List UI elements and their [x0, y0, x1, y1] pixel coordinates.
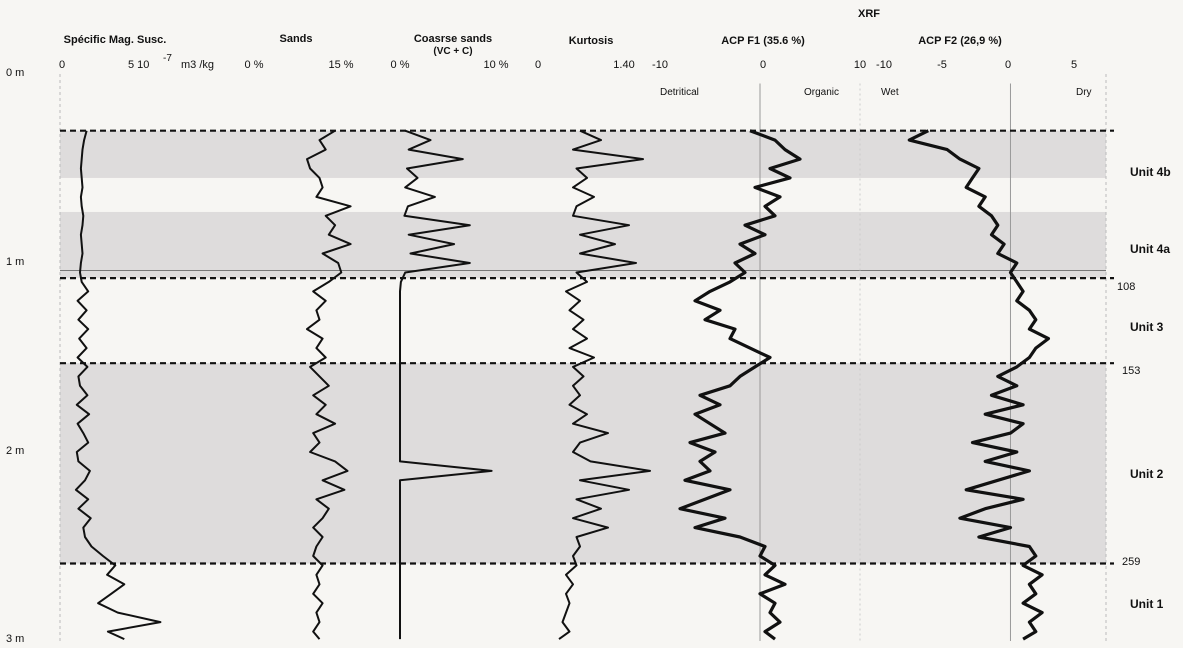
- sands-curve: [306, 129, 352, 640]
- xrf-header: XRF: [858, 8, 880, 20]
- kurt-tick-0: 0: [535, 59, 541, 71]
- mag-tick-exponent: -7: [163, 53, 172, 64]
- acp1-tick-0: -10: [652, 59, 668, 71]
- acp2-right-label: Dry: [1076, 87, 1092, 98]
- acp2-tick-2: 0: [1005, 59, 1011, 71]
- sands-title: Sands: [279, 33, 312, 45]
- acp2-tick-3: 5: [1071, 59, 1077, 71]
- sands-tick-0: 0 %: [245, 59, 264, 71]
- depth-tick-1: 1 m: [6, 256, 24, 268]
- unit-4b-label: Unit 4b: [1130, 165, 1171, 179]
- mag-tick-0: 0: [59, 59, 65, 71]
- acp2-title: ACP F2 (26,9 %): [918, 35, 1002, 47]
- acp1-curve: [678, 129, 802, 641]
- acp2-curve: [907, 129, 1051, 641]
- coarse-tick-1: 10 %: [483, 59, 508, 71]
- unit-1-label: Unit 1: [1130, 597, 1164, 611]
- mag-curve: [74, 130, 162, 641]
- shaded-band-1: [60, 211, 1106, 279]
- shaded-band-2: [60, 363, 1106, 564]
- acp1-right-label: Organic: [804, 87, 839, 98]
- acp2-left-label: Wet: [881, 87, 899, 98]
- kurt-tick-1: 1.40: [613, 59, 634, 71]
- depth-tick-3: 3 m: [6, 633, 24, 645]
- boundary-153-label: 153: [1122, 365, 1140, 377]
- acp2-tick-0: -10: [876, 59, 892, 71]
- shaded-band-0: [60, 130, 1106, 178]
- boundary-108-label: 108: [1117, 281, 1135, 293]
- mag-tick-1: 5 10: [128, 59, 149, 71]
- unit-2-label: Unit 2: [1130, 467, 1164, 481]
- mag-tick-units: m3 /kg: [181, 59, 214, 71]
- kurt-title: Kurtosis: [569, 35, 614, 47]
- kurt-curve: [558, 129, 651, 640]
- acp1-title: ACP F1 (35.6 %): [721, 35, 805, 47]
- coarse-subtitle: (VC + C): [433, 46, 472, 57]
- coarse-tick-0: 0 %: [391, 59, 410, 71]
- acp1-tick-1: 0: [760, 59, 766, 71]
- proxy-curves: [74, 129, 1051, 641]
- coarse-curve: [399, 129, 493, 640]
- acp1-left-label: Detritical: [660, 87, 699, 98]
- coarse-title: Coasrse sands: [414, 33, 492, 45]
- acp1-tick-2: 10: [854, 59, 866, 71]
- unit-3-label: Unit 3: [1130, 320, 1164, 334]
- depth-tick-2: 2 m: [6, 445, 24, 457]
- unit-boundaries: [60, 129, 1114, 565]
- sands-tick-1: 15 %: [328, 59, 353, 71]
- boundary-259-label: 259: [1122, 556, 1140, 568]
- mag-title: Spécific Mag. Susc.: [64, 34, 167, 46]
- acp2-tick-1: -5: [937, 59, 947, 71]
- shaded-bands: [60, 130, 1106, 564]
- unit-4a-label: Unit 4a: [1130, 242, 1170, 256]
- depth-tick-0: 0 m: [6, 67, 24, 79]
